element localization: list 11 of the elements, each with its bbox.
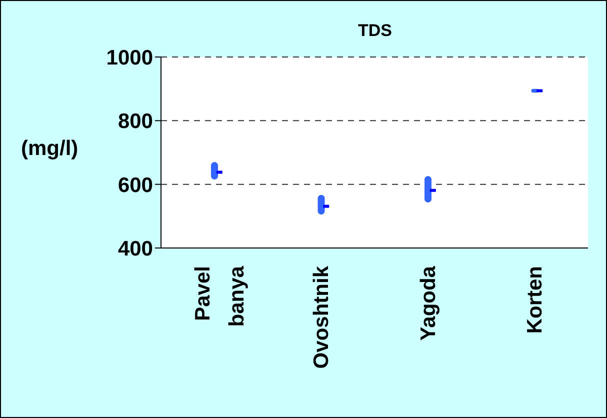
x-tick-label: Ovoshtnik <box>310 266 334 369</box>
chart-title: TDS <box>357 21 393 41</box>
y-tick-label: 800 <box>118 110 153 134</box>
x-tick-label: Korten <box>524 266 547 334</box>
y-tick-label: 600 <box>118 174 153 197</box>
y-tick-label: 1000 <box>106 46 153 70</box>
x-tick-label: Pavel banya <box>191 266 248 327</box>
bar <box>424 176 432 202</box>
x-tick-label: Yagoda <box>416 266 440 341</box>
y-tick-label: 400 <box>118 237 153 260</box>
y-axis-title: (mg/l) <box>21 137 78 161</box>
